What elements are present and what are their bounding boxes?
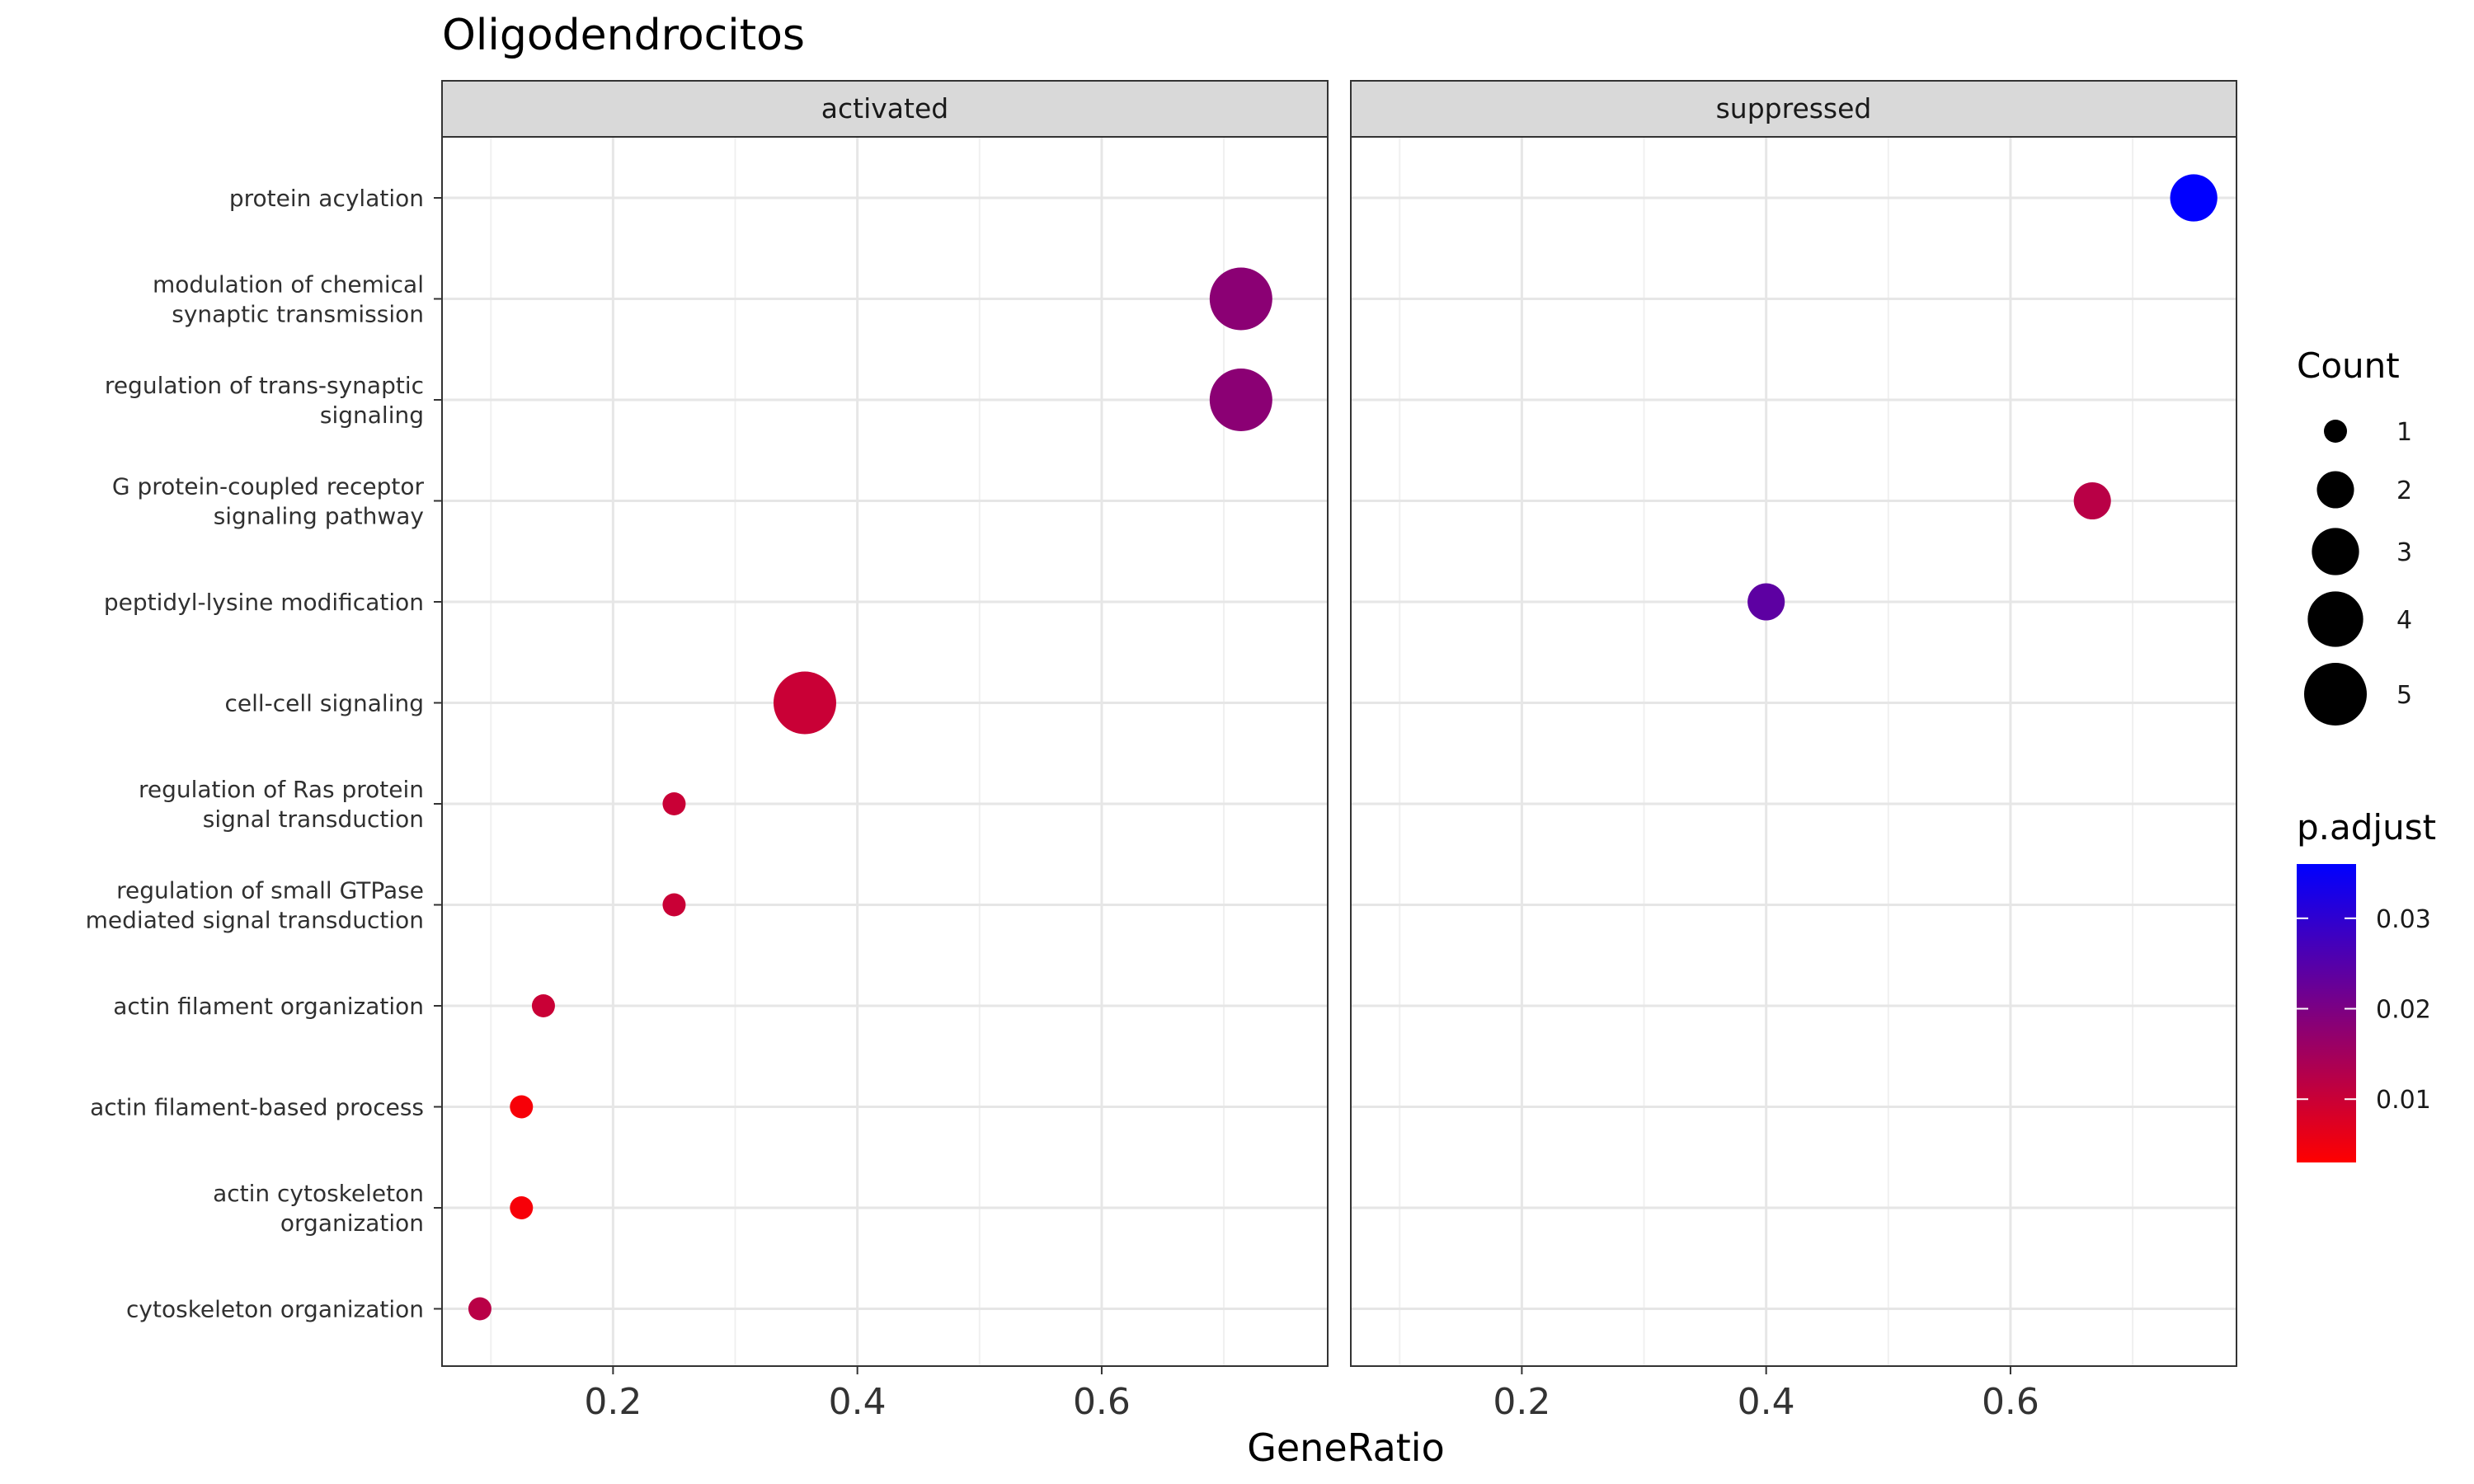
data-point: [662, 792, 686, 815]
legend-count-label: 1: [2396, 418, 2412, 447]
facet-strip-label: suppressed: [1716, 92, 1872, 124]
data-point: [2073, 481, 2111, 520]
y-tick-label: regulation of trans-synaptic signaling: [105, 372, 424, 429]
x-tick-label: 0.6: [1073, 1381, 1131, 1423]
x-tick-label: 0.6: [1982, 1381, 2039, 1423]
x-tick-label: 0.4: [829, 1381, 887, 1423]
y-tick-label: regulation of small GTPase mediated signa…: [86, 877, 424, 934]
legend-count-key: [2324, 420, 2347, 443]
legend-p-adjust-label: 0.03: [2376, 905, 2431, 934]
facet-panels: activated 0.2 0.4 0.6 suppressed 0.2 0.4 0.6: [441, 80, 2237, 1423]
panel-background: [1351, 137, 2236, 1366]
legend-count: Count 1 2 3 4 5: [2297, 345, 2412, 726]
data-point: [1747, 583, 1785, 621]
x-tick-label: 0.2: [584, 1381, 642, 1423]
legend-p-adjust: p.adjust 0.01 0.02 0.03: [2297, 807, 2436, 1162]
facet-strip: [1350, 80, 2237, 138]
y-tick-label: modulation of chemical synaptic transmiss…: [153, 271, 424, 328]
x-axis-title: GeneRatio: [1247, 1425, 1445, 1470]
panel-background: [442, 137, 1328, 1366]
facet-strip-label: activated: [821, 92, 948, 124]
legend-count-title: Count: [2297, 345, 2400, 386]
chart-title: Oligodendrocitos: [442, 11, 805, 60]
y-tick-label: cell-cell signaling: [225, 690, 425, 717]
data-point: [1209, 369, 1272, 431]
data-point: [510, 1095, 534, 1119]
y-tick-label: peptidyl-lysine modification: [104, 589, 424, 616]
y-tick-label: actin filament-based process: [90, 1094, 424, 1121]
y-axis-labels: protein acylation modulation of chemical s…: [86, 185, 442, 1323]
y-tick-label: cytoskeleton organization: [126, 1296, 424, 1323]
legend-count-key: [2304, 663, 2367, 726]
y-tick-label: actin cytoskeleton organization: [213, 1180, 424, 1237]
data-point: [1209, 267, 1272, 331]
y-tick-label: G protein-coupled receptor signaling path…: [112, 473, 425, 530]
legend-p-adjust-title: p.adjust: [2297, 807, 2436, 848]
y-tick-label: regulation of Ras protein signal transduc…: [139, 776, 424, 833]
data-point: [468, 1297, 492, 1321]
data-point: [2170, 174, 2218, 222]
legend-p-adjust-label: 0.02: [2376, 996, 2431, 1025]
facet-strip: [441, 80, 1329, 138]
legend-count-key: [2312, 528, 2359, 575]
x-tick-label: 0.2: [1493, 1381, 1550, 1423]
legend-count-key: [2316, 471, 2354, 509]
legend-count-label: 2: [2396, 477, 2412, 505]
facet-panel-suppressed: suppressed 0.2 0.4 0.6: [1350, 80, 2237, 1423]
data-point: [510, 1196, 534, 1219]
legend-p-adjust-label: 0.01: [2376, 1086, 2431, 1115]
data-point: [531, 994, 555, 1017]
legend-p-adjust-colorbar: [2297, 864, 2356, 1162]
data-point: [662, 893, 686, 917]
x-tick-label: 0.4: [1738, 1381, 1795, 1423]
data-point: [773, 671, 836, 735]
facet-panel-activated: activated 0.2 0.4 0.6: [441, 80, 1329, 1423]
legend-count-label: 4: [2396, 606, 2412, 635]
legend-count-key: [2307, 591, 2363, 647]
y-tick-label: protein acylation: [229, 185, 424, 212]
y-tick-label: actin filament organization: [113, 993, 424, 1020]
legend-count-label: 5: [2396, 681, 2412, 710]
legend-count-label: 3: [2396, 538, 2412, 567]
